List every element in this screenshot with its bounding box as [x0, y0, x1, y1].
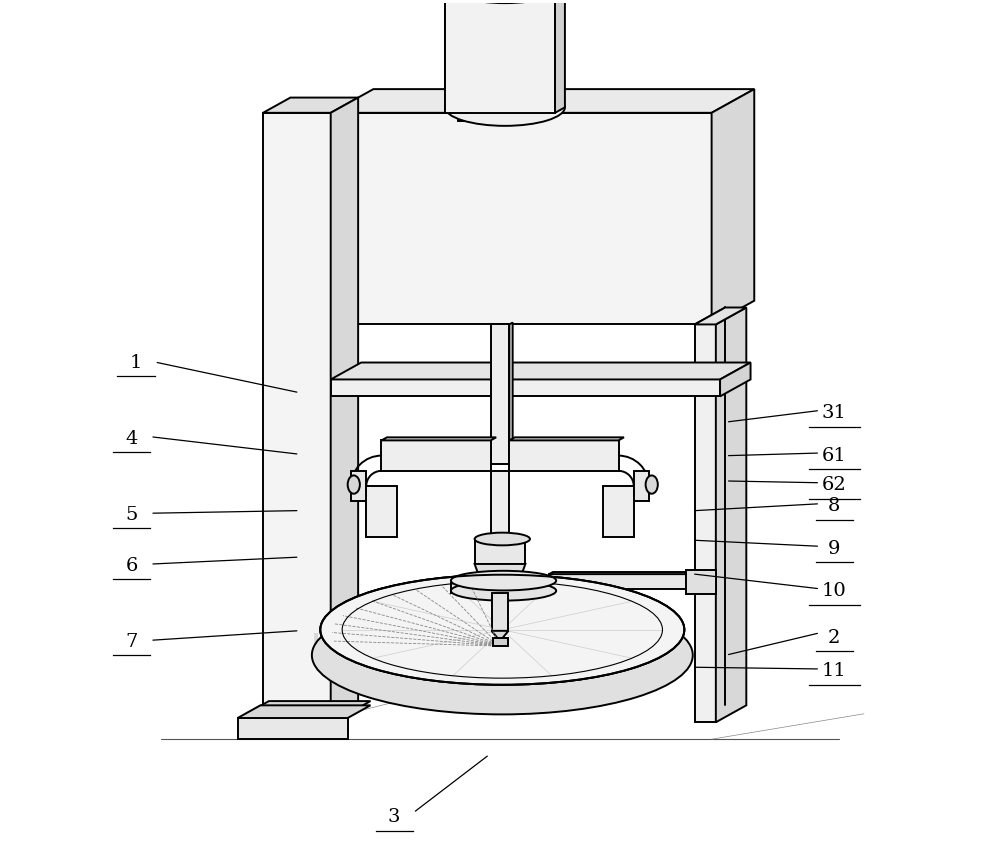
Ellipse shape [445, 0, 565, 3]
Polygon shape [695, 308, 746, 325]
Text: 4: 4 [126, 429, 138, 447]
Polygon shape [351, 471, 366, 501]
Text: 7: 7 [126, 633, 138, 651]
Text: 2: 2 [828, 629, 841, 647]
Ellipse shape [320, 575, 684, 685]
Polygon shape [674, 633, 678, 654]
Text: 6: 6 [126, 556, 138, 574]
Polygon shape [509, 323, 513, 464]
Text: 10: 10 [822, 582, 847, 600]
Polygon shape [331, 89, 754, 112]
Polygon shape [491, 471, 509, 540]
Polygon shape [695, 325, 716, 722]
Ellipse shape [689, 571, 708, 591]
Polygon shape [314, 633, 318, 654]
Polygon shape [716, 308, 746, 722]
Polygon shape [331, 379, 720, 396]
Polygon shape [492, 593, 508, 630]
Polygon shape [246, 714, 348, 731]
Polygon shape [366, 486, 397, 537]
Polygon shape [445, 0, 555, 112]
Polygon shape [263, 112, 331, 722]
Text: 9: 9 [828, 539, 841, 558]
Polygon shape [492, 630, 508, 641]
Polygon shape [475, 540, 525, 564]
Polygon shape [458, 104, 542, 121]
Polygon shape [603, 486, 634, 537]
Text: 3: 3 [388, 808, 400, 826]
Ellipse shape [451, 581, 556, 601]
Ellipse shape [312, 596, 693, 714]
Ellipse shape [445, 89, 565, 126]
Polygon shape [238, 705, 370, 718]
Polygon shape [263, 98, 358, 112]
Polygon shape [381, 440, 491, 471]
Polygon shape [493, 637, 508, 646]
Text: 1: 1 [130, 354, 142, 371]
Polygon shape [331, 98, 358, 722]
Polygon shape [712, 89, 754, 325]
Polygon shape [686, 570, 716, 594]
Text: 61: 61 [822, 446, 847, 464]
Text: 62: 62 [822, 476, 847, 494]
Polygon shape [634, 471, 649, 501]
Ellipse shape [348, 475, 360, 493]
Polygon shape [238, 718, 348, 740]
Text: 11: 11 [822, 663, 847, 681]
Polygon shape [509, 437, 624, 440]
Polygon shape [331, 362, 751, 379]
Polygon shape [451, 583, 549, 593]
Polygon shape [331, 112, 712, 325]
Ellipse shape [451, 571, 556, 590]
Polygon shape [549, 574, 686, 590]
Ellipse shape [646, 475, 658, 493]
Polygon shape [445, 0, 555, 112]
Polygon shape [458, 95, 561, 104]
Polygon shape [381, 437, 496, 440]
Polygon shape [475, 564, 525, 583]
Text: 31: 31 [822, 405, 847, 423]
Ellipse shape [445, 0, 565, 3]
Ellipse shape [320, 596, 684, 706]
Ellipse shape [475, 532, 530, 545]
Polygon shape [555, 0, 565, 112]
Text: 5: 5 [126, 506, 138, 524]
Ellipse shape [320, 575, 684, 685]
Polygon shape [509, 440, 619, 471]
Polygon shape [246, 701, 370, 714]
Polygon shape [720, 362, 751, 396]
Polygon shape [491, 325, 509, 464]
Polygon shape [549, 572, 690, 574]
Text: 8: 8 [828, 498, 841, 515]
